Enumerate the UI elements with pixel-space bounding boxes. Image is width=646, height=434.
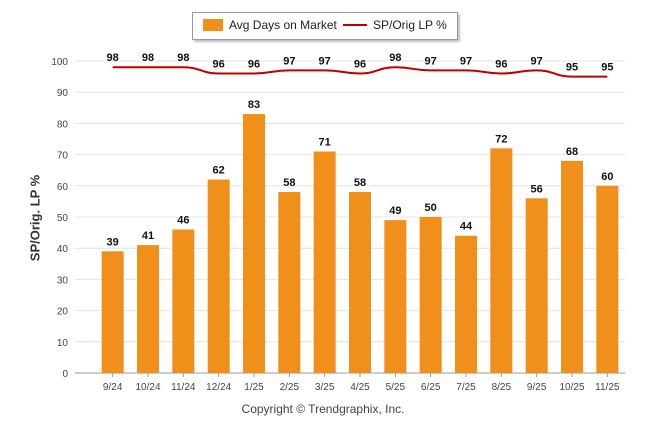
bar bbox=[596, 185, 619, 373]
y-tick-label: 80 bbox=[57, 119, 69, 130]
bar-value-label: 83 bbox=[248, 99, 260, 111]
bar-value-label: 56 bbox=[531, 183, 543, 195]
x-tick-label: 11/25 bbox=[595, 382, 620, 393]
y-tick-label: 30 bbox=[57, 275, 69, 286]
line-value-label: 96 bbox=[495, 58, 507, 70]
x-tick-label: 9/25 bbox=[527, 382, 547, 393]
bar-value-label: 68 bbox=[566, 146, 578, 158]
x-tick-label: 3/25 bbox=[315, 382, 335, 393]
y-tick-label: 40 bbox=[57, 244, 69, 255]
legend-label-bar: Avg Days on Market bbox=[229, 18, 337, 32]
x-tick-label: 9/24 bbox=[103, 382, 123, 393]
x-tick-label: 2/25 bbox=[280, 382, 300, 393]
bar bbox=[525, 198, 548, 373]
x-tick-label: 6/25 bbox=[421, 382, 441, 393]
line-value-label: 97 bbox=[460, 55, 472, 67]
bar bbox=[455, 235, 477, 373]
bar bbox=[561, 160, 583, 373]
line-series bbox=[112, 66, 608, 78]
copyright-text: Copyright © Trendgraphix, Inc. bbox=[241, 402, 405, 416]
x-tick-label: 5/25 bbox=[386, 382, 406, 393]
bar bbox=[384, 220, 407, 373]
bar bbox=[137, 245, 159, 373]
bar bbox=[243, 114, 265, 373]
y-tick-label: 20 bbox=[57, 307, 69, 318]
line-value-label: 97 bbox=[531, 55, 543, 67]
y-tick-label: 90 bbox=[57, 88, 69, 99]
bar bbox=[313, 151, 336, 373]
y-tick-label: 60 bbox=[57, 182, 69, 193]
legend: Avg Days on Market SP/Orig LP % bbox=[192, 12, 458, 40]
x-tick-label: 1/25 bbox=[244, 382, 264, 393]
y-tick-label: 50 bbox=[57, 213, 69, 224]
line-value-label: 98 bbox=[389, 52, 401, 64]
line-value-label: 98 bbox=[177, 52, 189, 64]
bar-value-label: 39 bbox=[107, 236, 119, 248]
legend-swatch-bar bbox=[203, 19, 223, 31]
bar-value-label: 50 bbox=[425, 202, 437, 214]
x-tick-label: 11/24 bbox=[171, 382, 196, 393]
bar-value-label: 60 bbox=[601, 171, 613, 183]
line-value-label: 96 bbox=[213, 58, 225, 70]
x-tick-label: 7/25 bbox=[456, 382, 476, 393]
x-tick-label: 4/25 bbox=[350, 382, 370, 393]
legend-swatch-line bbox=[343, 24, 367, 26]
bar-value-label: 62 bbox=[213, 165, 225, 177]
bar-value-label: 44 bbox=[460, 221, 473, 233]
line-value-label: 95 bbox=[601, 62, 613, 74]
y-tick-label: 10 bbox=[57, 338, 69, 349]
bar bbox=[172, 229, 195, 373]
line-value-label: 97 bbox=[283, 55, 295, 67]
bar bbox=[101, 251, 124, 373]
x-tick-label: 10/25 bbox=[559, 382, 584, 393]
bar-value-label: 58 bbox=[283, 177, 295, 189]
bar-value-label: 72 bbox=[495, 133, 507, 145]
x-tick-label: 8/25 bbox=[492, 382, 512, 393]
line-value-label: 97 bbox=[425, 55, 437, 67]
y-tick-label: 70 bbox=[57, 151, 69, 162]
line-value-label: 95 bbox=[566, 62, 578, 74]
bar bbox=[278, 192, 301, 373]
bar bbox=[207, 179, 230, 373]
line-value-label: 98 bbox=[142, 52, 154, 64]
y-tick-label: 0 bbox=[62, 369, 68, 380]
bar-value-label: 71 bbox=[319, 136, 331, 148]
bar bbox=[419, 217, 442, 373]
legend-item-line[interactable]: SP/Orig LP % bbox=[343, 18, 447, 32]
x-tick-label: 12/24 bbox=[206, 382, 231, 393]
line-value-label: 96 bbox=[248, 58, 260, 70]
bar-value-label: 46 bbox=[177, 214, 189, 226]
bar bbox=[490, 148, 513, 373]
legend-label-line: SP/Orig LP % bbox=[373, 18, 447, 32]
line-value-label: 97 bbox=[319, 55, 331, 67]
bar-value-label: 58 bbox=[354, 177, 366, 189]
x-tick-label: 10/24 bbox=[135, 382, 160, 393]
bar bbox=[349, 192, 371, 373]
y-axis-label: SP/Orig. LP % bbox=[27, 174, 43, 262]
line-value-label: 96 bbox=[354, 58, 366, 70]
bar-value-label: 41 bbox=[142, 230, 154, 242]
legend-item-bar[interactable]: Avg Days on Market bbox=[203, 18, 337, 32]
y-tick-label: 100 bbox=[51, 57, 68, 68]
bar-value-label: 49 bbox=[389, 205, 401, 217]
line-value-label: 98 bbox=[107, 52, 119, 64]
